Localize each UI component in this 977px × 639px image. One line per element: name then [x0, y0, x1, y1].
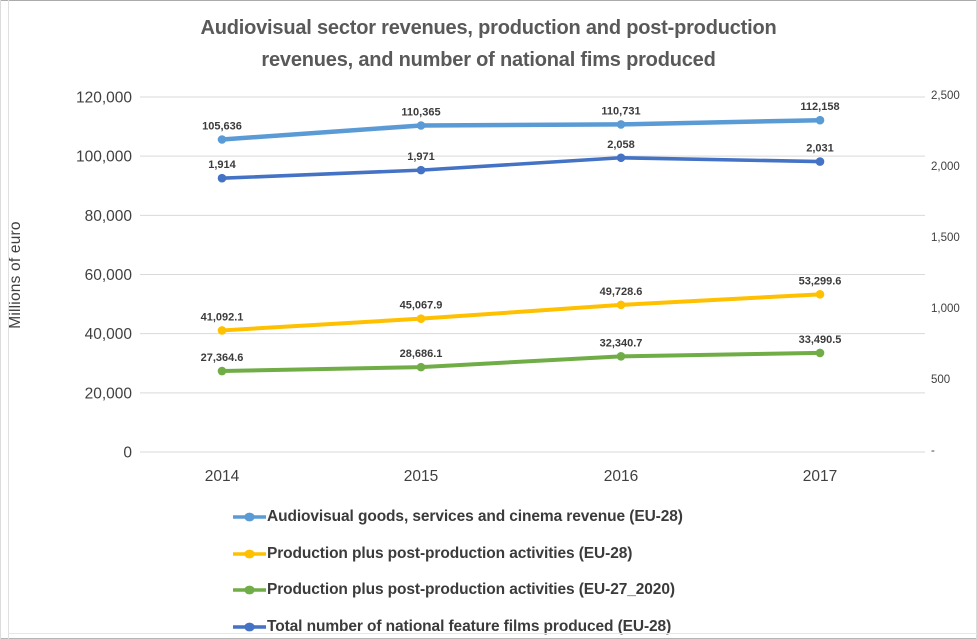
left-axis-tick-label: 80,000	[85, 208, 133, 225]
series-line-0	[219, 117, 823, 142]
frame-top-border	[0, 0, 977, 1]
series-marker	[815, 290, 825, 299]
data-label: 110,365	[401, 107, 440, 119]
series-marker	[217, 326, 227, 335]
data-label: 1,971	[407, 151, 435, 163]
chart-title-line1: Audiovisual sector revenues, production …	[200, 17, 777, 39]
series-marker	[416, 121, 426, 130]
left-axis-tick-label: 20,000	[85, 385, 133, 402]
data-label: 1,914	[208, 159, 236, 171]
data-label: 33,490.5	[799, 334, 842, 346]
legend-line-marker-icon	[233, 549, 266, 559]
data-label: 28,686.1	[400, 348, 443, 360]
legend-label: Production plus post-production activiti…	[267, 581, 675, 599]
left-axis-tick-label: 60,000	[85, 267, 133, 284]
data-label: 2,058	[607, 139, 635, 151]
x-axis-label: 2015	[404, 468, 438, 485]
data-label: 32,340.7	[600, 337, 643, 349]
series-marker	[416, 314, 426, 323]
data-label: 112,158	[800, 101, 839, 113]
series-marker	[217, 135, 227, 144]
data-label: 53,299.6	[799, 275, 842, 287]
series-marker	[416, 165, 426, 175]
series-marker	[217, 173, 227, 183]
data-label: 49,728.6	[600, 286, 643, 298]
right-axis-tick-label: -	[931, 445, 935, 457]
series-marker	[616, 120, 626, 129]
data-label: 27,364.6	[201, 352, 244, 364]
left-axis-tick-label: 40,000	[85, 326, 133, 343]
series-marker	[217, 366, 227, 376]
legend-line-marker-icon	[233, 585, 266, 595]
series-marker	[616, 352, 626, 361]
chart-title: Audiovisual sector revenues, production …	[0, 12, 977, 76]
data-label: 105,636	[202, 120, 242, 132]
legend: Audiovisual goods, services and cinema r…	[232, 499, 683, 639]
legend-label: Production plus post-production activiti…	[267, 544, 633, 562]
x-axis-label: 2017	[803, 468, 837, 485]
data-label: 41,092.1	[201, 311, 244, 323]
series-line-2	[220, 350, 822, 374]
series-marker	[815, 348, 825, 358]
right-axis-tick-label: 500	[931, 374, 950, 386]
series-marker	[416, 362, 426, 372]
series-marker	[815, 115, 825, 125]
legend-label: Audiovisual goods, services and cinema r…	[267, 508, 683, 526]
series-marker	[616, 153, 626, 163]
series-line-3	[220, 155, 822, 181]
frame-left-border	[0, 0, 1, 639]
legend-item-2: Production plus post-production activiti…	[232, 572, 683, 609]
legend-item-3: Total number of national feature films p…	[232, 609, 683, 639]
legend-label: Total number of national feature films p…	[267, 617, 672, 635]
left-axis-tick-label: 100,000	[76, 149, 132, 166]
x-axis-label: 2016	[604, 468, 638, 485]
data-label: 2,031	[806, 143, 834, 155]
x-axis-label: 2014	[205, 468, 240, 485]
chart-title-line2: revenues, and number of national fims pr…	[261, 49, 716, 71]
legend-item-1: Production plus post-production activiti…	[232, 536, 683, 573]
series-marker	[616, 300, 626, 310]
right-axis-tick-label: 1,000	[931, 303, 960, 315]
right-axis-tick-label: 1,500	[931, 232, 960, 244]
legend-line-marker-icon	[233, 512, 266, 522]
data-label: 110,731	[601, 105, 640, 117]
legend-item-0: Audiovisual goods, services and cinema r…	[232, 499, 683, 536]
right-axis-tick-label: 2,000	[931, 161, 960, 173]
frame-inner-vertical-line	[8, 0, 9, 639]
data-label: 45,067.9	[400, 300, 443, 312]
left-axis-tick-label: 0	[123, 445, 132, 462]
series-line-1	[220, 292, 822, 333]
left-axis-tick-label: 120,000	[76, 90, 132, 107]
series-marker	[815, 157, 825, 166]
legend-line-marker-icon	[233, 622, 266, 632]
right-axis-tick-label: 2,500	[931, 90, 960, 102]
frame-inner-horizontal-line	[8, 633, 977, 634]
